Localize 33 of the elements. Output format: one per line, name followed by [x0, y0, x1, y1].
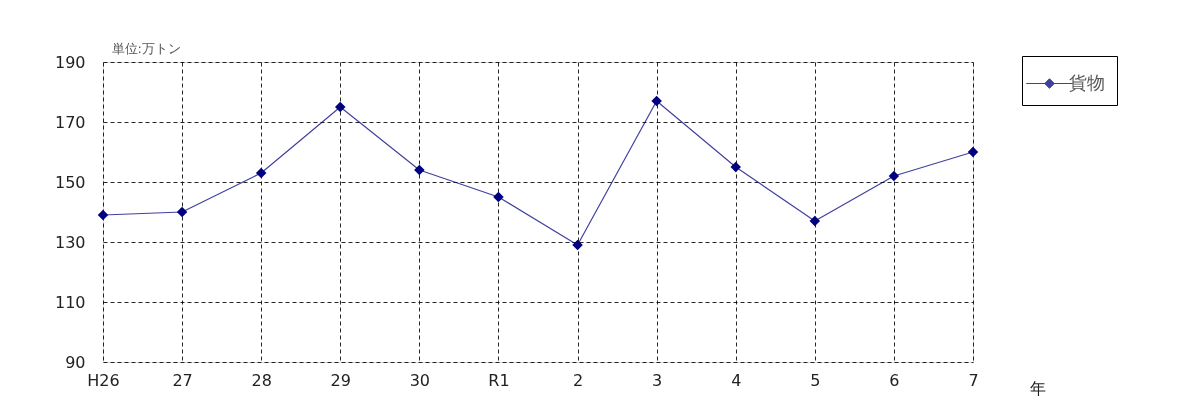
- x-tick-label: 27: [172, 370, 193, 390]
- x-tick-label: H26: [87, 370, 120, 390]
- x-tick-label: 4: [731, 370, 742, 390]
- point: [335, 101, 346, 113]
- x-tick-label: 7: [968, 370, 979, 390]
- y-tick-label: 190: [54, 52, 86, 72]
- point: [888, 170, 900, 182]
- x-tick-label: R1: [488, 370, 510, 390]
- point: [176, 206, 188, 218]
- point: [255, 167, 267, 179]
- x-tick-label: 5: [810, 370, 821, 390]
- x-tick-label: 2: [572, 370, 584, 390]
- x-tick-label: 28: [251, 370, 272, 390]
- point: [414, 164, 425, 176]
- y-axis-title: 単位:万トン: [111, 40, 181, 56]
- legend-label: 貨物: [1069, 71, 1105, 93]
- x-tick-label: 30: [409, 370, 431, 390]
- point: [809, 215, 821, 227]
- y-tick-label: 130: [54, 232, 86, 252]
- point: [97, 209, 109, 221]
- y-tick-label: 90: [65, 352, 86, 372]
- y-tick-label: 170: [54, 112, 86, 132]
- point: [572, 239, 583, 251]
- x-tick-label: 3: [652, 370, 663, 390]
- x-axis-title: 年: [1029, 378, 1046, 398]
- point: [651, 95, 662, 107]
- y-tick-label: 150: [54, 172, 86, 192]
- y-tick-label: 110: [54, 292, 86, 312]
- x-tick-label: 6: [889, 370, 900, 390]
- point: [730, 161, 741, 173]
- point: [967, 146, 979, 158]
- x-tick-label: 29: [330, 370, 351, 390]
- point: [493, 191, 504, 203]
